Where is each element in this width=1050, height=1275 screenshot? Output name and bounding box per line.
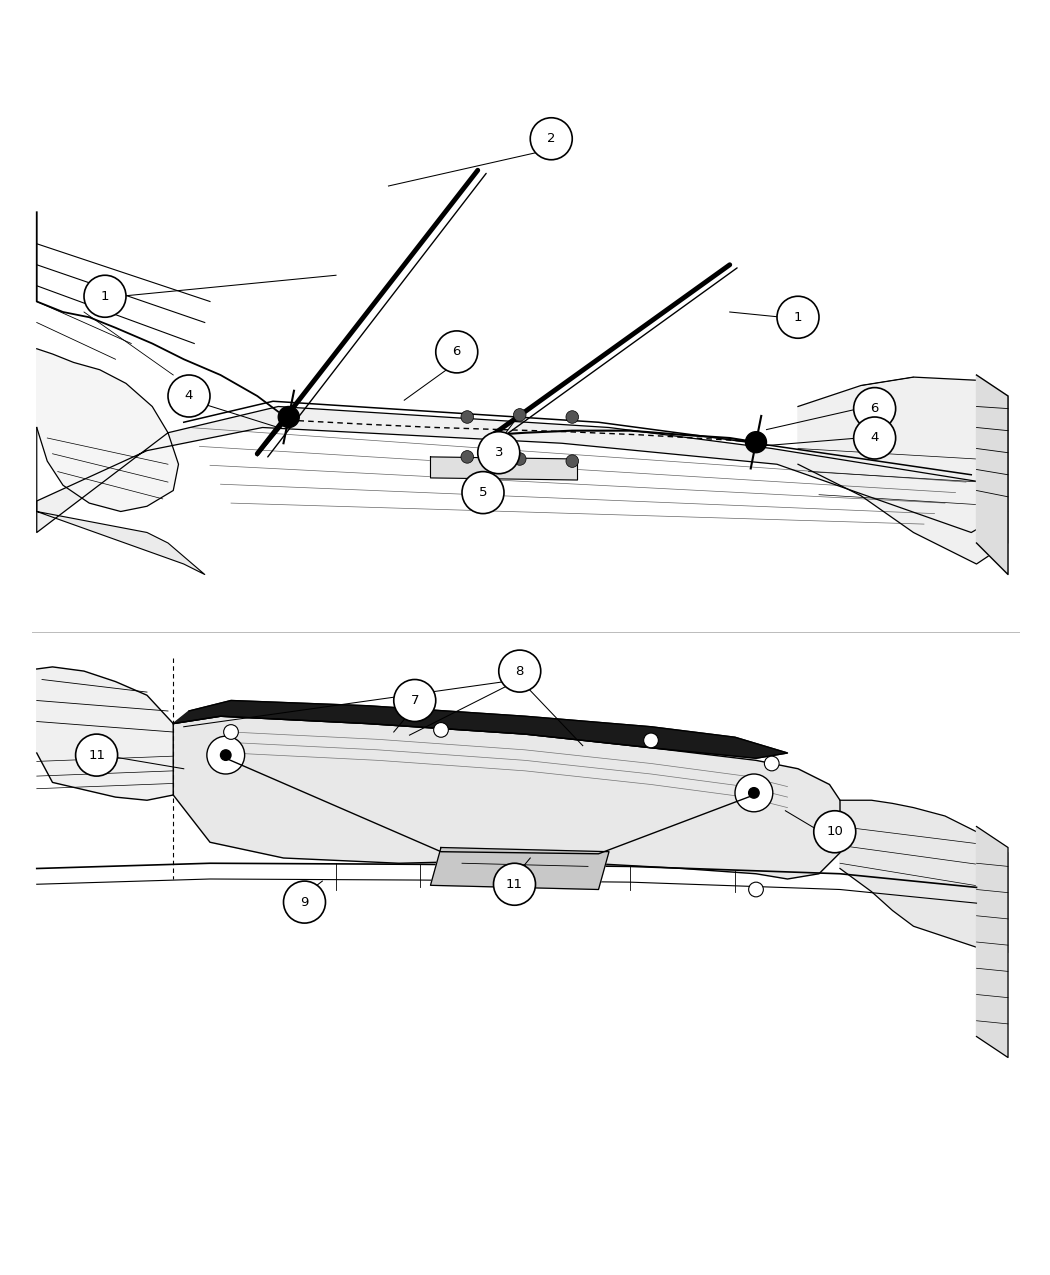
Polygon shape (840, 801, 1008, 952)
Polygon shape (37, 349, 178, 511)
Text: 2: 2 (547, 133, 555, 145)
Text: 6: 6 (453, 346, 461, 358)
Polygon shape (430, 848, 609, 890)
Circle shape (735, 774, 773, 812)
Text: 11: 11 (506, 877, 523, 891)
Text: 1: 1 (794, 311, 802, 324)
Text: 4: 4 (185, 389, 193, 403)
Circle shape (814, 811, 856, 853)
Circle shape (220, 750, 231, 760)
Circle shape (854, 388, 896, 430)
Circle shape (644, 733, 658, 747)
Circle shape (764, 756, 779, 771)
Circle shape (284, 881, 326, 923)
Text: 11: 11 (88, 748, 105, 761)
Circle shape (513, 453, 526, 465)
Polygon shape (430, 456, 578, 479)
Circle shape (207, 736, 245, 774)
Circle shape (749, 788, 759, 798)
Circle shape (462, 472, 504, 514)
Text: 9: 9 (300, 895, 309, 909)
Circle shape (777, 296, 819, 338)
Text: 3: 3 (495, 446, 503, 459)
Polygon shape (37, 667, 173, 801)
Circle shape (854, 417, 896, 459)
Circle shape (513, 408, 526, 421)
Circle shape (749, 882, 763, 896)
Text: 8: 8 (516, 664, 524, 677)
Circle shape (84, 275, 126, 317)
Circle shape (566, 455, 579, 468)
Circle shape (499, 650, 541, 692)
Circle shape (168, 375, 210, 417)
Polygon shape (37, 407, 1008, 533)
Polygon shape (37, 427, 205, 575)
Circle shape (478, 432, 520, 474)
Polygon shape (976, 826, 1008, 1057)
Polygon shape (173, 700, 788, 759)
Circle shape (530, 117, 572, 159)
Polygon shape (798, 377, 1008, 564)
Circle shape (394, 680, 436, 722)
Text: 4: 4 (870, 431, 879, 445)
Circle shape (494, 863, 536, 905)
Text: 5: 5 (479, 486, 487, 499)
Circle shape (278, 407, 299, 427)
Circle shape (461, 450, 474, 463)
Text: 7: 7 (411, 694, 419, 708)
Circle shape (76, 734, 118, 776)
Text: 10: 10 (826, 825, 843, 838)
Polygon shape (976, 375, 1008, 575)
Circle shape (436, 332, 478, 372)
Circle shape (461, 411, 474, 423)
Circle shape (434, 723, 448, 737)
Circle shape (746, 432, 766, 453)
Text: 1: 1 (101, 289, 109, 302)
Circle shape (224, 724, 238, 740)
Text: 6: 6 (870, 402, 879, 416)
Circle shape (566, 411, 579, 423)
Polygon shape (173, 717, 840, 878)
